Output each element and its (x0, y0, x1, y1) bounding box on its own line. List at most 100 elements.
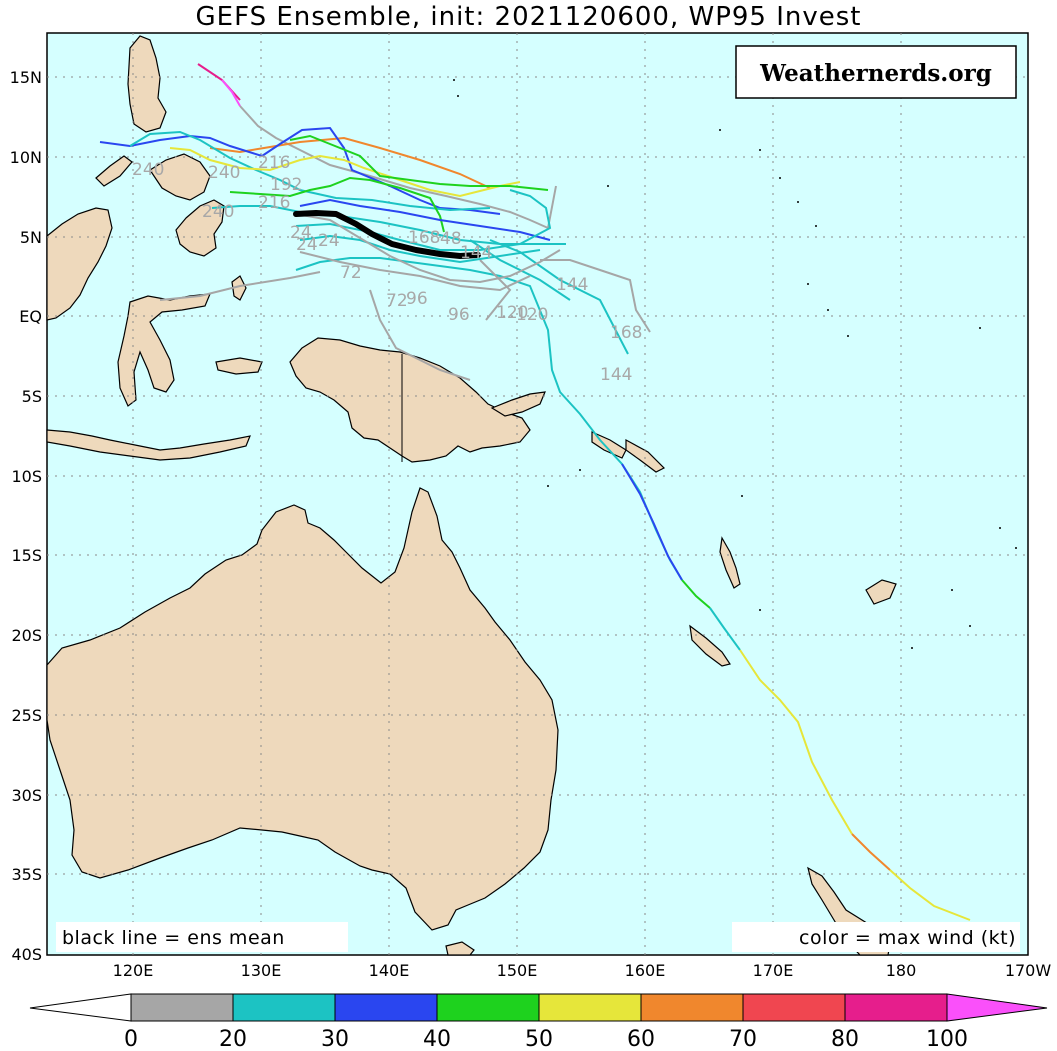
lat-label: 30S (11, 786, 42, 805)
lat-label: 5S (22, 387, 42, 406)
colorbar-segment (844, 993, 948, 1022)
track-cyan-7 (299, 234, 541, 264)
hour-label: 168 (408, 228, 440, 248)
lat-label: 10N (10, 148, 42, 167)
forecast-hour-labels: 240 240 240 216 192 216 24 24 24 168 48 … (132, 153, 642, 385)
lat-label: 10S (11, 467, 42, 486)
ensemble-tracks (99, 63, 971, 921)
palawan-land (95, 155, 133, 187)
track-gray-6 (295, 213, 561, 284)
longitude-labels: 120E 130E 140E 150E 160E 170E 180 170W (113, 961, 1052, 980)
lon-label: 150E (497, 961, 538, 980)
track-cyan-5 (489, 239, 629, 355)
halmahera-land (231, 275, 247, 301)
lat-label: 20S (11, 626, 42, 645)
mindanao-land (175, 199, 225, 257)
lon-label: 170W (1005, 961, 1052, 980)
hour-label: 48 (440, 229, 462, 249)
track-blue-2 (299, 198, 551, 241)
colorbar-label: 100 (926, 1027, 968, 1051)
luzon-land (127, 35, 167, 133)
new-caledonia-land (689, 624, 731, 667)
lon-label: 180 (886, 961, 917, 980)
track-gray-7 (299, 251, 531, 292)
track-cyan-8 (295, 189, 552, 251)
small-islands (453, 79, 1017, 649)
note-right-text: color = max wind (kt) (799, 927, 1016, 949)
colorbar-label: 80 (831, 1027, 859, 1051)
hour-label: 144 (600, 365, 632, 385)
colorbar-label: 20 (219, 1027, 247, 1051)
hour-label: 24 (296, 235, 318, 255)
hour-label: 216 (258, 193, 290, 213)
hour-label: 72 (340, 263, 362, 283)
logo-text: Weathernerds.org (759, 60, 992, 87)
borneo-land (46, 207, 113, 321)
hour-label: 24 (290, 223, 312, 243)
track-blue-3 (621, 463, 683, 581)
lat-label: 40S (11, 945, 42, 964)
colorbar-segment (334, 993, 438, 1022)
lat-label: 5N (20, 228, 42, 247)
land-masses (46, 35, 897, 956)
track-yellow-2 (739, 649, 853, 835)
colorbar-label: 70 (729, 1027, 757, 1051)
hour-label: 240 (132, 160, 164, 180)
hour-label: 240 (208, 163, 240, 183)
colorbar-right-arrow (946, 993, 1048, 1022)
lon-label: 140E (369, 961, 410, 980)
lat-label: 15S (11, 546, 42, 565)
lat-label: 35S (11, 865, 42, 884)
australia-land (46, 487, 559, 931)
colorbar-label: 30 (321, 1027, 349, 1051)
track-cyan-3 (295, 257, 683, 581)
weathernerds-logo: Weathernerds.org (735, 45, 1017, 99)
track-green-1 (229, 176, 445, 233)
colorbar-label: 0 (124, 1027, 138, 1051)
hour-label: 120 (516, 305, 548, 325)
track-magenta (221, 79, 241, 107)
lesser-sunda-land (46, 429, 251, 461)
colorbar-segment (130, 993, 234, 1022)
colorbar-left-arrow (29, 993, 132, 1022)
colorbar-label: 60 (627, 1027, 655, 1051)
track-cyan-4 (709, 607, 741, 651)
lat-label: 25S (11, 706, 42, 725)
vanuatu-land (719, 536, 741, 589)
track-gray-5 (479, 259, 512, 321)
tasmania-land (445, 941, 475, 956)
lon-label: 170E (753, 961, 794, 980)
lon-label: 130E (241, 961, 282, 980)
track-cyan-1 (129, 130, 491, 212)
hour-label: 240 (202, 202, 234, 222)
wind-colorbar (29, 993, 1048, 1022)
track-gray-3 (159, 271, 321, 301)
solomon-islands-land (591, 431, 627, 459)
new-britain-land (490, 391, 546, 417)
colorbar-segment (538, 993, 642, 1022)
hour-label: 24 (318, 231, 340, 251)
note-left-text: black line = ens mean (62, 927, 285, 949)
hour-label: 144 (460, 243, 492, 263)
colorbar-segment (742, 993, 846, 1022)
track-blue-1 (99, 126, 501, 215)
latitude-labels: 15N 10N 5N EQ 5S 10S 15S 20S 25S 30S 35S… (10, 68, 42, 964)
hour-label: 144 (556, 275, 588, 295)
solomon-islands-land-2 (625, 438, 666, 473)
note-right-box: color = max wind (kt) (732, 922, 1020, 952)
map-title: GEFS Ensemble, init: 2021120600, WP95 In… (195, 2, 862, 32)
track-green-2 (289, 134, 549, 191)
track-gray-4 (540, 259, 651, 333)
hour-label: 96 (448, 305, 470, 325)
colorbar-segment (436, 993, 540, 1022)
colorbar-segment (232, 993, 336, 1022)
hour-label: 96 (406, 289, 428, 309)
note-left-box: black line = ens mean (56, 922, 348, 952)
lat-label: 15N (10, 68, 42, 87)
hour-label: 120 (496, 303, 528, 323)
track-gray-2 (369, 289, 471, 381)
colorbar-labels: 0 20 30 40 50 60 70 80 100 (124, 1027, 968, 1051)
track-green-3 (681, 579, 711, 609)
colorbar-segment (640, 993, 744, 1022)
